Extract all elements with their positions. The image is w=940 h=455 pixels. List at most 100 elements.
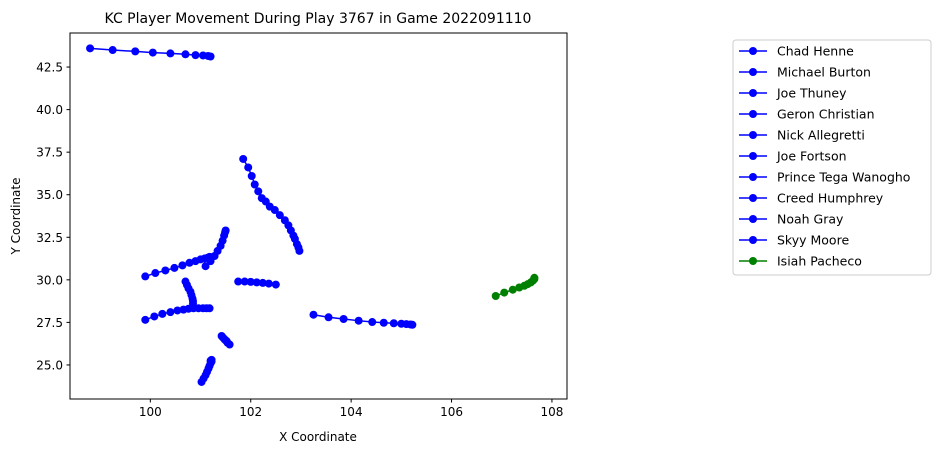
series-6 [181,277,197,308]
legend-marker [749,194,757,202]
legend-label: Prince Tega Wanogho [777,170,910,185]
legend-label: Skyy Moore [777,233,849,248]
legend-label: Isiah Pacheco [777,254,862,269]
data-point [530,273,539,282]
plot-frame [69,32,568,400]
legend-label: Michael Burton [777,65,871,80]
series-10 [491,273,539,301]
series-4 [234,277,280,289]
data-point [151,269,160,278]
data-point [205,304,214,313]
data-point [246,277,255,286]
data-point [225,340,234,349]
data-point [250,180,259,189]
data-point [166,49,175,58]
data-point [141,315,150,324]
legend-label: Joe Thuney [776,86,847,101]
data-point [108,46,117,55]
legend-label: Chad Henne [777,44,854,59]
data-point [240,277,249,286]
data-point [389,319,398,328]
data-point [221,226,230,235]
data-point [275,211,284,220]
data-point [508,285,517,294]
legend-marker [749,215,757,223]
data-point [131,47,140,56]
x-tick-label: 102 [239,405,262,419]
data-point [206,356,215,365]
legend-entry: Skyy Moore [739,233,849,248]
series-1 [239,154,304,255]
data-point [491,292,500,301]
legend-label: Creed Humphrey [777,191,884,206]
data-point [185,258,194,267]
x-tick-label: 106 [440,405,463,419]
data-point [173,306,182,315]
legend-entry: Prince Tega Wanogho [739,170,910,185]
data-point [295,246,304,255]
legend-entry: Joe Fortson [739,149,847,164]
y-tick-label: 27.5 [36,316,63,330]
y-axis-ticks: 25.0 27.5 30.0 32.5 35.0 37.5 40.0 42.5 [36,61,70,372]
y-tick-label: 37.5 [36,146,63,160]
x-axis-label: X Coordinate [279,430,357,444]
y-tick-label: 40.0 [36,103,63,117]
legend-label: Geron Christian [777,107,875,122]
legend-items: Chad Henne Michael Burton Joe Thuney Geron … [739,44,910,269]
legend-label: Nick Allegretti [777,128,865,143]
data-point [178,261,187,270]
data-point [150,312,159,321]
data-point [368,318,377,327]
legend-box [732,39,932,276]
chart-title: KC Player Movement During Play 3767 in G… [105,11,532,27]
data-point [324,313,333,322]
series-7 [217,332,234,349]
data-point [234,277,243,286]
data-point [252,278,261,287]
series-0 [86,44,215,61]
data-point [239,154,248,163]
series-5 [141,304,214,324]
x-axis-ticks: 100 102 104 106 108 [139,399,563,419]
data-point [181,50,190,59]
data-point [500,288,509,297]
data-point [247,172,256,180]
series-2 [141,252,214,281]
x-tick-label: 104 [340,405,363,419]
legend-entry: Joe Thuney [739,86,847,101]
data-point [258,278,267,287]
data-point [170,263,179,272]
data-point [264,279,273,288]
legend-entry: Noah Gray [739,212,844,227]
legend-marker [749,173,757,181]
data-point [141,272,150,281]
data-point [86,44,95,53]
legend-marker [749,89,757,97]
data-point [270,206,279,215]
legend-label: Joe Fortson [776,149,847,164]
data-point [309,310,318,319]
y-axis-label: Y Coordinate [9,178,23,256]
y-tick-label: 25.0 [36,358,63,372]
data-point [408,320,417,329]
legend-marker [749,152,757,160]
data-point [244,163,253,172]
legend-entry: Creed Humphrey [739,191,884,206]
data-point [339,314,348,323]
data-point [201,262,210,271]
data-point [188,299,197,308]
data-point [206,52,215,61]
series-9 [309,310,417,329]
legend: Chad Henne Michael Burton Joe Thuney Geron … [732,39,932,276]
series-3 [201,226,230,271]
x-tick-label: 100 [139,405,162,419]
legend-entry: Michael Burton [739,65,871,80]
legend-marker [749,257,757,265]
x-tick-label: 108 [540,405,563,419]
legend-marker [749,131,757,139]
series-8 [197,355,216,386]
data-point [379,318,388,327]
data-point [166,308,175,317]
legend-entry: Chad Henne [739,44,854,59]
